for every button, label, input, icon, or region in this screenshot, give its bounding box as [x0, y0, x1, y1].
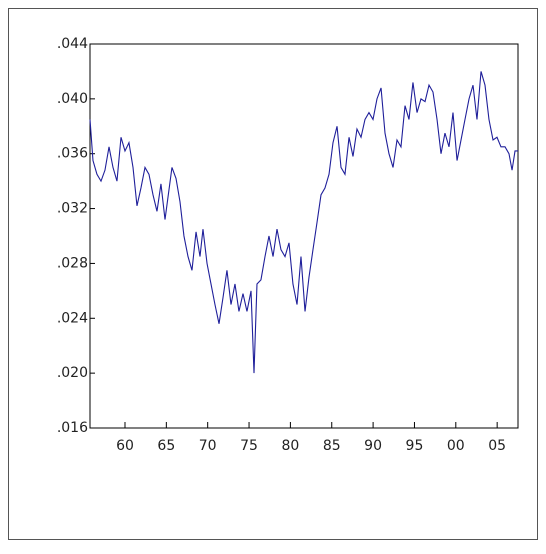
y-tick-label: .020	[57, 365, 88, 381]
x-tick-label: 95	[406, 438, 424, 454]
x-tick-label: 70	[199, 438, 217, 454]
x-tick-label: 05	[488, 438, 506, 454]
x-tick-label: 65	[157, 438, 175, 454]
x-tick-label: 75	[240, 438, 258, 454]
x-tick-label: 90	[364, 438, 382, 454]
y-tick-label: .036	[57, 146, 88, 162]
y-tick-label: .040	[57, 91, 88, 107]
y-tick-label: .028	[57, 255, 88, 271]
x-tick-label: 80	[281, 438, 299, 454]
y-tick-label: .024	[57, 310, 88, 326]
y-tick-label: .032	[57, 201, 88, 217]
plot-frame	[89, 43, 519, 429]
x-tick-label: 00	[447, 438, 465, 454]
y-tick-label: .044	[57, 36, 88, 52]
x-tick-label: 60	[116, 438, 134, 454]
x-tick-label: 85	[323, 438, 341, 454]
y-tick-label: .016	[57, 420, 88, 436]
outer-frame	[8, 8, 538, 540]
series-line	[89, 71, 518, 374]
